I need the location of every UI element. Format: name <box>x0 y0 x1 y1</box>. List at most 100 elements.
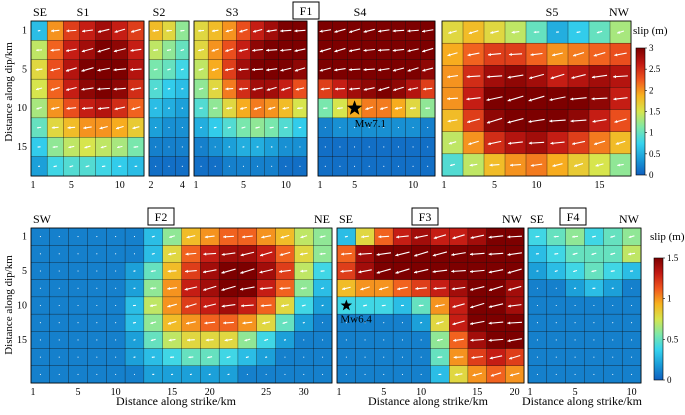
slip-vector-dot <box>115 271 116 272</box>
colorbar-tick-label: 2.5 <box>649 64 661 74</box>
colorbar-tick-label: 0.5 <box>649 149 661 159</box>
slip-vector-dot <box>303 374 304 375</box>
slip-vector-dot <box>575 322 576 323</box>
x-tick-label: 10 <box>111 387 121 398</box>
slip-vector-dot <box>182 146 183 147</box>
slip-vector-dot <box>96 339 97 340</box>
slip-vector-dot <box>182 127 183 128</box>
slip-vector-dot <box>155 146 156 147</box>
x-tick-label: 1 <box>337 387 342 398</box>
x-tick-label: 10 <box>627 387 637 398</box>
slip-vector-dot <box>59 322 60 323</box>
slip-vector-dot <box>40 288 41 289</box>
x-tick-label: 10 <box>416 387 426 398</box>
slip-vector-dot <box>201 166 202 167</box>
colorbar-tick-label: 3 <box>649 43 654 53</box>
slip-vector-dot <box>556 339 557 340</box>
x-tick-label: 1 <box>31 180 36 191</box>
slip-vector-dot <box>266 374 267 375</box>
slip-vector-dot <box>285 166 286 167</box>
fault-id-label: F4 <box>567 210 580 224</box>
slip-vector-dot <box>339 127 340 128</box>
x-tick-label: 10 <box>408 180 418 191</box>
slip-vector-dot <box>631 339 632 340</box>
slip-vector-dot <box>168 127 169 128</box>
slip-vector-dot <box>168 166 169 167</box>
y-tick-label: 1 <box>22 232 27 243</box>
slip-vector-dot <box>413 146 414 147</box>
slip-vector-dot <box>383 374 384 375</box>
slip-vector-dot <box>575 305 576 306</box>
slip-vector-dot <box>77 374 78 375</box>
slip-vector-dot <box>402 357 403 358</box>
slip-vector-dot <box>346 357 347 358</box>
slip-vector-dot <box>96 357 97 358</box>
slip-vector-dot <box>284 374 285 375</box>
colorbar-tick-label: 1 <box>667 294 672 304</box>
colorbar-tick-label: 1.5 <box>667 253 679 263</box>
direction-label-right: NW <box>609 5 630 19</box>
slip-vector-dot <box>59 236 60 237</box>
slip-vector-dot <box>215 166 216 167</box>
slip-vector-dot <box>77 288 78 289</box>
slip-vector-dot <box>631 374 632 375</box>
slip-vector-dot <box>365 374 366 375</box>
x-tick-label: 20 <box>510 387 520 398</box>
slip-vector-dot <box>593 357 594 358</box>
slip-vector-dot <box>115 288 116 289</box>
x-tick-label: 10 <box>115 180 125 191</box>
slip-vector-dot <box>402 339 403 340</box>
slip-vector-dot <box>134 253 135 254</box>
y-tick-label: 15 <box>17 142 27 153</box>
x-tick-label: 15 <box>595 180 605 191</box>
slip-vector-dot <box>575 339 576 340</box>
slip-vector-dot <box>421 374 422 375</box>
colorbar-gradient <box>636 48 645 175</box>
direction-label-left: SW <box>33 212 52 226</box>
x-tick-label: 30 <box>299 387 309 398</box>
slip-vector-dot <box>77 253 78 254</box>
slip-vector-dot <box>612 357 613 358</box>
y-tick-label: 5 <box>22 266 27 277</box>
slip-vector-dot <box>168 146 169 147</box>
slip-vector-dot <box>346 374 347 375</box>
slip-vector-dot <box>115 357 116 358</box>
slip-vector-dot <box>354 146 355 147</box>
slip-vector-dot <box>537 288 538 289</box>
slip-vector-dot <box>257 166 258 167</box>
slip-vector-dot <box>537 374 538 375</box>
slip-vector-dot <box>40 357 41 358</box>
slip-vector-dot <box>299 146 300 147</box>
slip-vector-dot <box>427 127 428 128</box>
slip-vector-dot <box>383 166 384 167</box>
x-tick-label: 20 <box>205 387 215 398</box>
slip-vector-dot <box>247 374 248 375</box>
slip-vector-dot <box>421 357 422 358</box>
y-tick-label: 5 <box>22 64 27 75</box>
direction-label-right: NW <box>502 212 523 226</box>
y-tick-label: 10 <box>17 103 27 114</box>
x-tick-label: 5 <box>492 180 497 191</box>
y-tick-label: 1 <box>22 26 27 37</box>
slip-vector-dot <box>134 374 135 375</box>
slip-vector-dot <box>631 322 632 323</box>
magnitude-label: Mw6.4 <box>340 314 372 326</box>
slip-vector-dot <box>631 357 632 358</box>
x-tick-label: 2 <box>149 180 154 191</box>
direction-label-right: NW <box>619 212 640 226</box>
y-tick-label: 15 <box>17 335 27 346</box>
slip-vector-dot <box>427 166 428 167</box>
slip-vector-dot <box>96 322 97 323</box>
slip-vector-dot <box>537 339 538 340</box>
slip-vector-dot <box>593 339 594 340</box>
colorbar-tick-label: 0.5 <box>667 334 679 344</box>
x-tick-label: 5 <box>381 387 386 398</box>
slip-vector-dot <box>325 146 326 147</box>
top-y-axis-label: Distance along dip/km <box>3 42 15 142</box>
